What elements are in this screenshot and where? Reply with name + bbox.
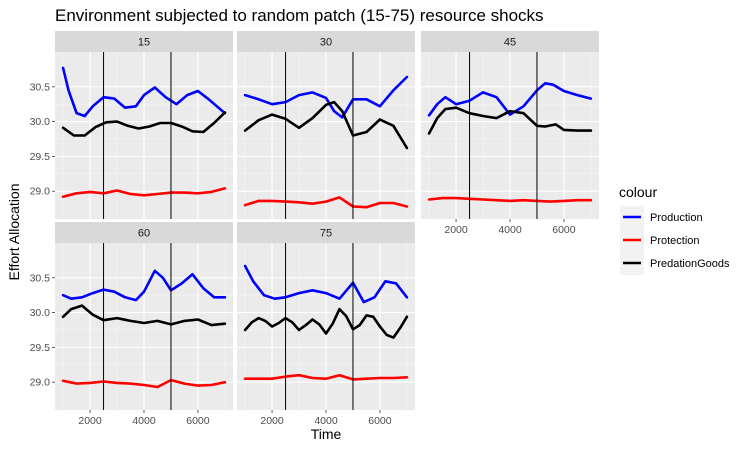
series-line-production	[61, 66, 227, 118]
y-tick-label: 29.0	[30, 377, 51, 389]
y-tick-label: 29.0	[30, 186, 51, 198]
x-tick-label: 6000	[552, 224, 576, 236]
chart-title: Environment subjected to random patch (1…	[55, 6, 544, 25]
x-tick-label: 2000	[260, 415, 284, 427]
series-line-protection	[243, 373, 409, 381]
series-line-predationgoods	[427, 106, 593, 135]
legend-title: colour	[619, 184, 657, 200]
series-line-predationgoods	[61, 304, 227, 327]
facet-strip	[237, 222, 415, 243]
series-line-protection	[61, 187, 227, 198]
series-line-protection	[243, 196, 409, 209]
y-axis-title: Effort Allocation	[6, 183, 22, 280]
y-tick-label: 30.5	[30, 272, 51, 284]
x-tick-label: 2000	[78, 415, 102, 427]
y-tick-label: 30.5	[30, 81, 51, 93]
series-line-production	[243, 264, 409, 304]
y-tick-label: 29.5	[30, 342, 51, 354]
facet-strip	[421, 31, 599, 52]
facet-strip-label: 75	[320, 228, 332, 240]
y-tick-label: 30.0	[30, 307, 51, 319]
facet-strip	[237, 31, 415, 52]
series-line-production	[61, 269, 227, 302]
y-tick-label: 29.5	[30, 151, 51, 163]
facet-strip	[55, 31, 233, 52]
series-line-protection	[427, 196, 593, 203]
x-tick-label: 6000	[368, 415, 392, 427]
x-tick-label: 4000	[132, 415, 156, 427]
series-line-predationgoods	[61, 111, 227, 137]
series-line-production	[427, 82, 593, 117]
x-axis-title: Time	[311, 426, 342, 442]
legend-label: Production	[650, 212, 703, 224]
legend-label: Protection	[650, 235, 700, 247]
x-tick-label: 4000	[314, 415, 338, 427]
facet-strip-label: 60	[138, 228, 150, 240]
series-line-predationgoods	[243, 100, 409, 150]
facet-strip-label: 30	[320, 37, 332, 49]
facet-strip-label: 15	[138, 37, 150, 49]
y-tick-label: 30.0	[30, 116, 51, 128]
x-tick-label: 4000	[498, 224, 522, 236]
series-line-protection	[61, 378, 227, 389]
x-tick-label: 6000	[186, 415, 210, 427]
facet-strip	[55, 222, 233, 243]
facet-strip-label: 45	[504, 37, 516, 49]
series-line-predationgoods	[243, 307, 409, 339]
x-tick-label: 2000	[444, 224, 468, 236]
legend-label: PredationGoods	[650, 258, 730, 270]
